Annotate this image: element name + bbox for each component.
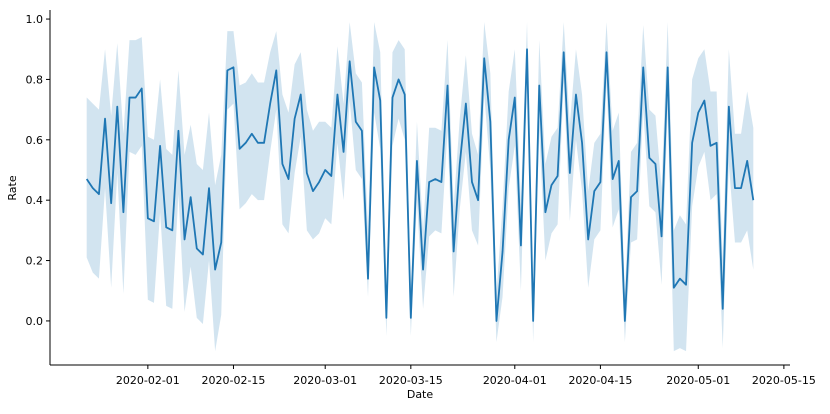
y-axis-label: Rate (6, 175, 19, 200)
x-tick-label: 2020-02-01 (116, 374, 180, 387)
y-tick-label: 0.4 (26, 194, 44, 207)
y-tick-label: 0.8 (26, 73, 44, 86)
confidence-band (86, 22, 754, 352)
x-tick-label: 2020-05-01 (666, 374, 730, 387)
x-tick-label: 2020-03-01 (293, 374, 357, 387)
y-tick-label: 0.6 (26, 134, 44, 147)
x-tick-label: 2020-02-15 (202, 374, 266, 387)
x-tick-label: 2020-04-01 (483, 374, 547, 387)
x-tick-label: 2020-03-15 (379, 374, 443, 387)
x-tick-label: 2020-04-15 (568, 374, 632, 387)
data-line (85, 48, 755, 322)
y-tick-label: 1.0 (26, 13, 44, 26)
x-tick-label: 2020-05-15 (752, 374, 816, 387)
y-tick-label: 0.2 (26, 255, 44, 268)
y-tick-label: 0.0 (26, 315, 44, 328)
x-axis-label: Date (407, 388, 434, 401)
